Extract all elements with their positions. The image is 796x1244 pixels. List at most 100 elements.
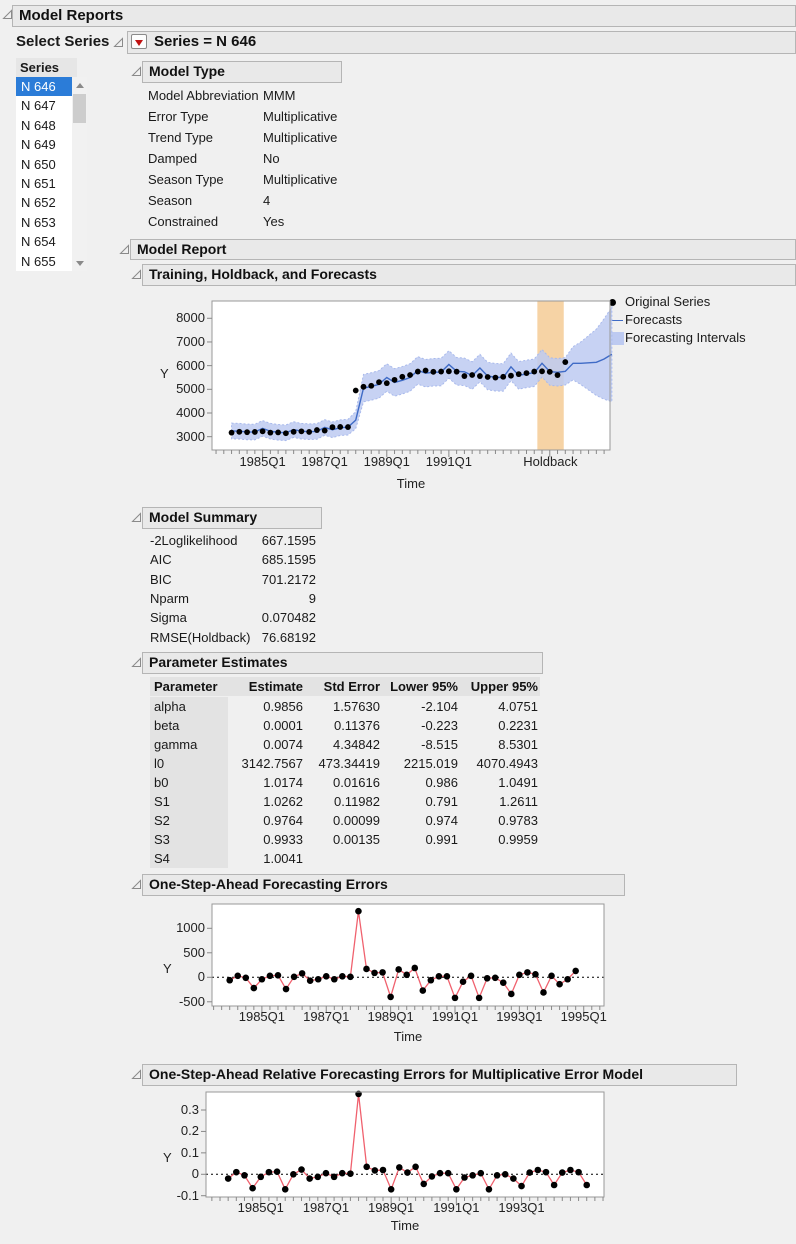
series-list-item[interactable]: N 654 [21,234,56,250]
series-list: N 646 N 647 N 648 N 649 N 650 N 651 N 652 N 653… [16,77,73,271]
column-header-std-error: Std Error [323,679,380,694]
disclosure-triangle-icon[interactable] [131,1069,142,1080]
series-column-header: Series [16,58,77,77]
series-header-title: Series = N 646 [154,33,257,50]
legend-line-marker [605,319,623,321]
series-list-item[interactable]: N 653 [21,214,56,230]
series-list-item[interactable]: N 655 [21,253,56,269]
model-type-title: Model Type [149,63,225,79]
value-cell: 1.0491 [498,775,538,790]
red-triangle-icon [135,39,143,46]
model-type-row-value: Multiplicative [263,109,338,124]
model-type-row-label: Model Abbreviation [148,88,259,103]
value-cell: 0.2231 [498,718,538,733]
disclosure-triangle-icon[interactable] [131,269,142,280]
x-tick-label: Holdback [523,454,578,469]
disclosure-triangle-icon[interactable] [119,244,130,255]
model-type-header[interactable]: Model Type [142,61,342,83]
param-cell: S2 [150,811,228,830]
y-tick-label: 8000 [176,310,205,326]
value-cell: -8.515 [421,737,458,752]
value-cell: 0.9933 [263,832,303,847]
y-tick-label: 3000 [176,428,205,444]
series-list-item[interactable]: N 651 [21,175,56,191]
value-cell: 1.2611 [499,794,538,809]
value-cell: 1.0041 [263,851,303,866]
series-list-item[interactable]: N 649 [21,137,56,153]
chart-plot-0 [198,287,624,464]
model-summary-title: Model Summary [149,509,258,525]
model-summary-row-value: 685.1595 [261,552,316,568]
series-list-scrollbar[interactable] [72,77,87,271]
model-type-row-label: Error Type [148,109,209,124]
series-list-item[interactable]: N 648 [21,117,56,133]
y-tick-label: 0.3 [180,1102,199,1117]
disclosure-triangle-icon[interactable] [131,657,142,668]
page-title: Model Reports [19,7,124,24]
model-summary-row-label: RMSE(Holdback) [150,629,251,645]
series-list-item[interactable]: N 652 [21,195,56,211]
y-tick-label: 0.1 [180,1144,199,1160]
x-axis-label: Time [393,1029,423,1044]
series-outline-header[interactable]: Series = N 646 [127,31,796,54]
model-report-title: Model Report [137,241,227,257]
x-tick-label: 1991Q1 [433,1200,480,1215]
model-type-row-label: Damped [148,151,198,166]
x-tick-label: 1995Q1 [560,1009,607,1024]
value-cell: 3142.7567 [241,756,303,771]
x-tick-label: 1985Q1 [239,454,286,469]
x-tick-label: 1985Q1 [237,1200,284,1215]
legend-label: Forecasting Intervals [625,330,746,345]
param-cell: l0 [150,754,228,773]
disclosure-triangle-icon[interactable] [2,9,13,20]
legend-item-forecasting-intervals: Forecasting Intervals [605,329,746,347]
series-list-item[interactable]: N 646 [16,77,72,97]
value-cell: -2.104 [421,699,458,714]
x-tick-label: 1987Q1 [302,1200,350,1215]
value-cell: 473.34419 [318,756,380,771]
model-report-header[interactable]: Model Report [130,239,796,260]
disclosure-triangle-icon[interactable] [131,512,142,523]
red-triangle-menu-button[interactable] [131,34,147,49]
x-axis-label: Time [396,476,426,491]
series-list-item[interactable]: N 650 [21,156,56,172]
relative-forecasting-errors-header[interactable]: One-Step-Ahead Relative Forecasting Erro… [142,1064,737,1086]
model-summary-row-label: -2Loglikelihood [150,533,238,548]
param-cell: beta [150,716,228,735]
y-tick-label: 6000 [176,357,205,373]
chart-plot-2 [192,1078,618,1211]
disclosure-triangle-icon[interactable] [113,37,124,48]
param-cell: S4 [150,849,228,868]
training-holdback-forecasts-header[interactable]: Training, Holdback, and Forecasts [142,264,796,286]
parameter-estimates-header[interactable]: Parameter Estimates [142,652,543,674]
disclosure-triangle-icon[interactable] [131,66,142,77]
value-cell: 1.0174 [263,775,303,790]
model-summary-header[interactable]: Model Summary [142,507,322,529]
parameter-estimates-title: Parameter Estimates [149,654,288,670]
y-tick-label: 0.2 [180,1123,199,1139]
model-reports-header[interactable]: Model Reports [12,5,796,27]
model-type-row-value: MMM [263,88,296,103]
series-list-item[interactable]: N 647 [21,98,56,114]
scrollbar-down-arrow[interactable] [72,255,87,271]
model-summary-row-value: 76.68192 [261,629,316,645]
model-type-row-value: 4 [263,193,271,208]
scrollbar-up-arrow[interactable] [72,77,87,93]
forecasting-errors-title: One-Step-Ahead Forecasting Errors [149,876,388,892]
scrollbar-thumb[interactable] [73,94,86,123]
disclosure-triangle-icon[interactable] [131,879,142,890]
forecasting-errors-header[interactable]: One-Step-Ahead Forecasting Errors [142,874,625,896]
relative-forecasting-errors-title: One-Step-Ahead Relative Forecasting Erro… [149,1066,643,1082]
column-header-lower-95-: Lower 95% [390,679,458,694]
value-cell: 1.57630 [333,699,380,714]
x-tick-label: 1989Q1 [363,454,410,469]
model-summary-row-value: 9 [308,590,316,606]
value-cell: 0.9856 [263,699,303,714]
table-header-row [150,677,540,696]
y-tick-label: 500 [183,944,205,960]
value-cell: 1.0262 [263,794,303,809]
model-type-row-label: Constrained [148,214,219,229]
model-type-row-label: Trend Type [148,130,214,145]
value-cell: 0.791 [425,794,458,809]
